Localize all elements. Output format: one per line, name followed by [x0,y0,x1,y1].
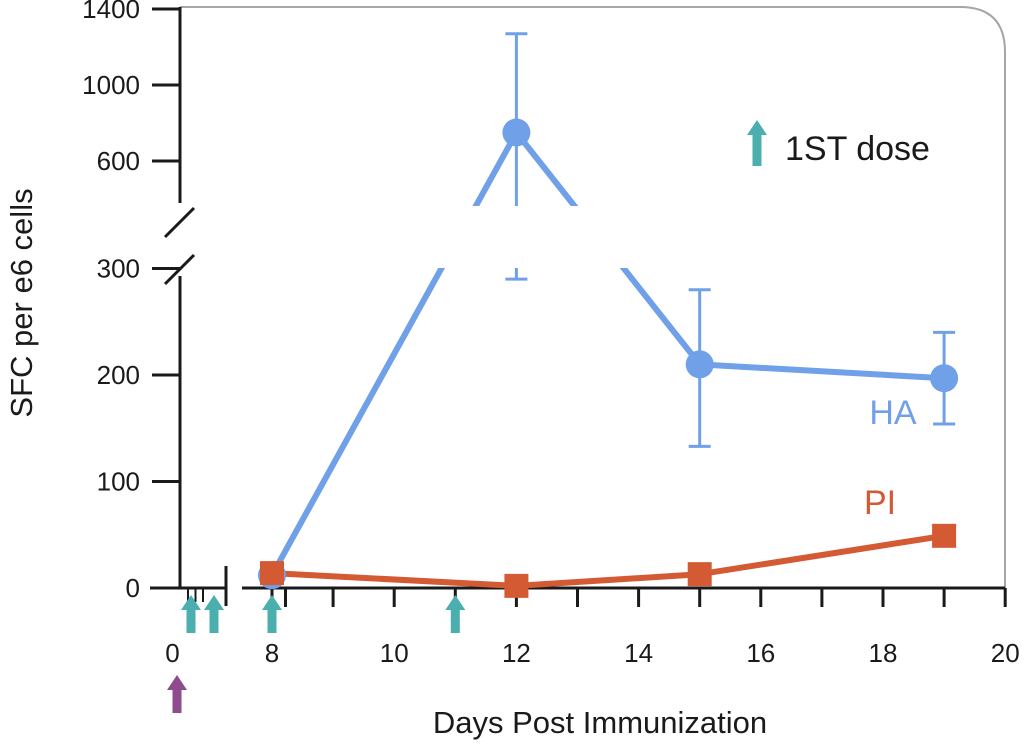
data-point-ha [502,118,531,147]
series-label-pi: PI [864,484,896,522]
x-axis-title: Days Post Immunization [433,705,767,740]
series-line-ha [269,129,945,577]
prime-arrow-icon [167,675,187,713]
legend-arrow-icon [747,120,767,166]
data-point-pi [687,562,712,587]
y-tick-label: 0 [126,573,140,603]
y-tick-label: 200 [97,360,140,390]
data-point-pi [932,523,957,548]
legend-label: 1ST dose [785,130,930,168]
dose-arrow-icon [262,595,282,633]
data-point-pi [260,561,284,586]
y-axis-break-mark [163,206,196,239]
x-tick-label: 18 [869,638,898,668]
y-tick-label: 600 [97,146,140,176]
dose-arrow-icon [204,595,224,633]
plot-frame [180,6,1006,588]
series-label-ha: HA [869,394,917,432]
y-tick-label: 300 [97,254,140,284]
x-tick-label: 16 [746,638,775,668]
dose-arrow-icon [445,595,466,633]
axis-break-gap [420,206,670,268]
data-point-pi [504,573,529,598]
data-point-ha [930,364,959,393]
x-tick-label: 8 [265,638,279,668]
y-tick-label: 1000 [82,70,140,100]
y-axis-title: SFC per e6 cells [4,188,39,417]
x-tick-label: 10 [380,638,409,668]
y-tick-label: 1400 [82,0,140,24]
x-tick-label: 0 [165,638,179,668]
x-tick-label: 12 [502,638,531,668]
x-tick-label: 14 [624,638,653,668]
dose-arrow-icon [181,595,201,633]
x-tick-label: 20 [991,638,1020,668]
y-tick-label: 100 [97,467,140,497]
data-point-ha [685,350,714,379]
series-line-pi [271,532,945,589]
